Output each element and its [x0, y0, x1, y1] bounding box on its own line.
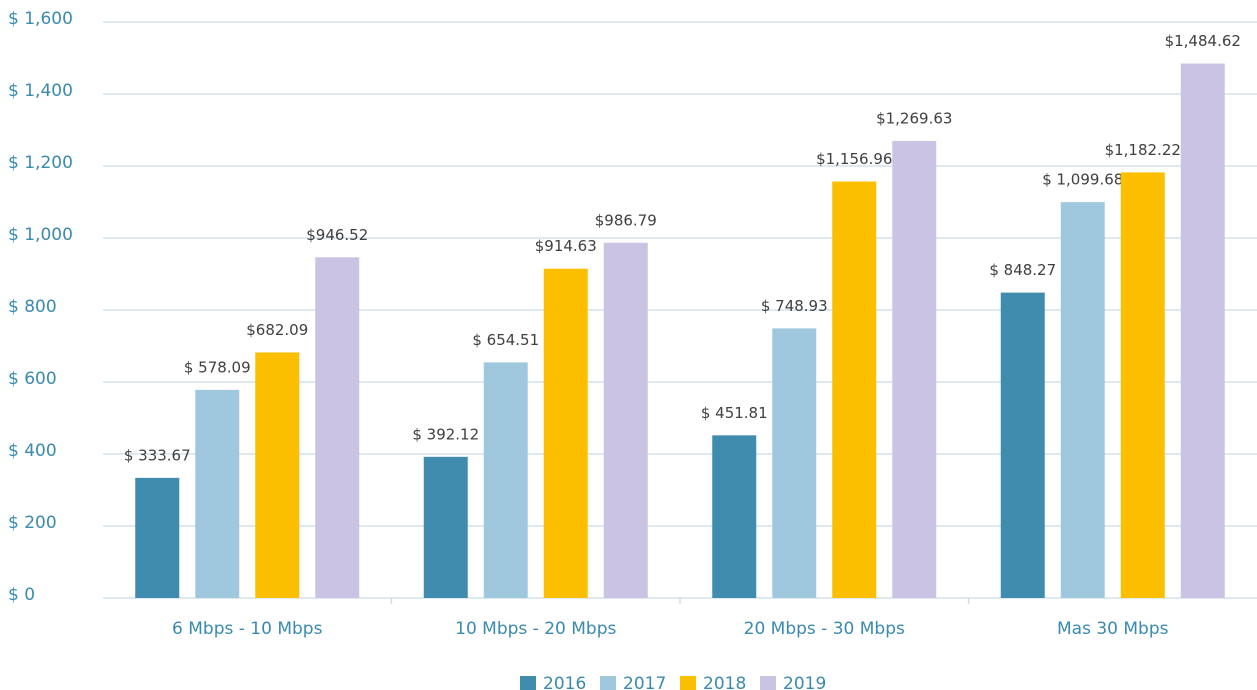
data-label: $914.63	[535, 237, 597, 255]
x-tick-label: Mas 30 Mbps	[1057, 619, 1169, 639]
bar	[1000, 292, 1045, 598]
bar	[315, 257, 360, 598]
bar	[712, 435, 757, 598]
bar	[483, 362, 528, 598]
legend-label: 2016	[543, 674, 586, 690]
data-label: $1,182.22	[1105, 141, 1181, 159]
y-tick-label: $ 800	[8, 297, 57, 317]
x-tick-label: 10 Mbps - 20 Mbps	[455, 619, 616, 639]
x-tick-label: 20 Mbps - 30 Mbps	[744, 619, 905, 639]
bar	[892, 140, 937, 598]
bar	[603, 242, 648, 598]
legend-swatch	[760, 676, 776, 690]
legend-label: 2018	[703, 674, 746, 690]
x-tick-label: 6 Mbps - 10 Mbps	[172, 619, 323, 639]
data-label: $ 333.67	[124, 446, 191, 464]
legend-swatch	[600, 676, 616, 690]
bar	[195, 389, 240, 598]
data-label: $1,484.62	[1165, 32, 1241, 50]
data-label: $ 451.81	[701, 404, 768, 422]
legend-label: 2019	[783, 674, 826, 690]
bar	[135, 477, 180, 598]
y-tick-label: $ 0	[8, 585, 35, 605]
y-tick-label: $ 1,600	[8, 9, 73, 29]
data-label: $ 748.93	[761, 297, 828, 315]
bar	[1180, 63, 1225, 598]
bar	[1060, 202, 1105, 598]
y-tick-label: $ 200	[8, 513, 57, 533]
y-tick-label: $ 1,200	[8, 153, 73, 173]
y-tick-label: $ 1,000	[8, 225, 73, 245]
bar	[255, 352, 300, 598]
y-tick-label: $ 600	[8, 369, 57, 389]
legend-swatch	[680, 676, 696, 690]
data-label: $1,269.63	[876, 109, 952, 127]
data-label: $ 392.12	[412, 425, 479, 443]
bar	[543, 268, 588, 598]
y-tick-label: $ 1,400	[8, 81, 73, 101]
data-label: $ 1,099.68	[1042, 171, 1123, 189]
data-label: $1,156.96	[816, 150, 892, 168]
data-label: $ 654.51	[472, 331, 539, 349]
data-label: $ 848.27	[989, 261, 1056, 279]
data-label: $ 578.09	[184, 358, 251, 376]
data-label: $986.79	[595, 211, 657, 229]
bar	[772, 328, 817, 598]
bar	[423, 456, 468, 598]
data-label: $682.09	[246, 321, 308, 339]
legend-label: 2017	[623, 674, 666, 690]
legend-swatch	[520, 676, 536, 690]
y-tick-label: $ 400	[8, 441, 57, 461]
bar	[832, 181, 877, 599]
bar	[1120, 172, 1165, 598]
data-label: $946.52	[306, 226, 368, 244]
